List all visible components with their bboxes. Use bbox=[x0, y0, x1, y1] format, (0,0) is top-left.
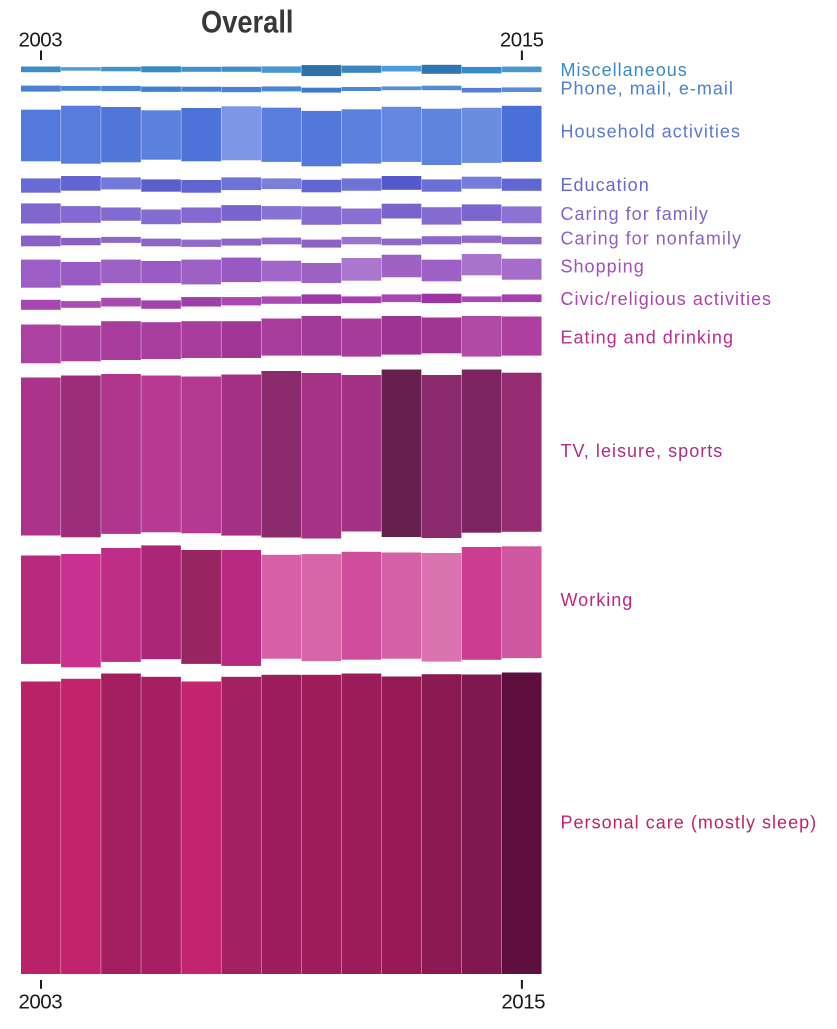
svg-text:Shopping: Shopping bbox=[561, 257, 645, 277]
svg-text:Caring for nonfamily: Caring for nonfamily bbox=[561, 229, 742, 249]
svg-text:2015: 2015 bbox=[501, 991, 545, 1014]
svg-text:Phone, mail, e-mail: Phone, mail, e-mail bbox=[561, 79, 734, 99]
svg-text:Eating and drinking: Eating and drinking bbox=[561, 328, 735, 348]
svg-text:Caring for family: Caring for family bbox=[561, 204, 709, 224]
svg-text:Working: Working bbox=[561, 590, 634, 610]
svg-text:Overall: Overall bbox=[201, 4, 294, 40]
svg-text:2003: 2003 bbox=[19, 991, 63, 1014]
svg-text:Education: Education bbox=[561, 175, 650, 195]
svg-text:TV, leisure, sports: TV, leisure, sports bbox=[561, 441, 724, 461]
svg-text:Household activities: Household activities bbox=[561, 121, 741, 141]
svg-text:Miscellaneous: Miscellaneous bbox=[561, 60, 688, 80]
svg-text:Personal care (mostly sleep): Personal care (mostly sleep) bbox=[561, 812, 818, 832]
svg-text:2003: 2003 bbox=[19, 28, 63, 51]
svg-text:2015: 2015 bbox=[500, 28, 544, 51]
svg-text:Civic/religious activities: Civic/religious activities bbox=[561, 289, 773, 309]
